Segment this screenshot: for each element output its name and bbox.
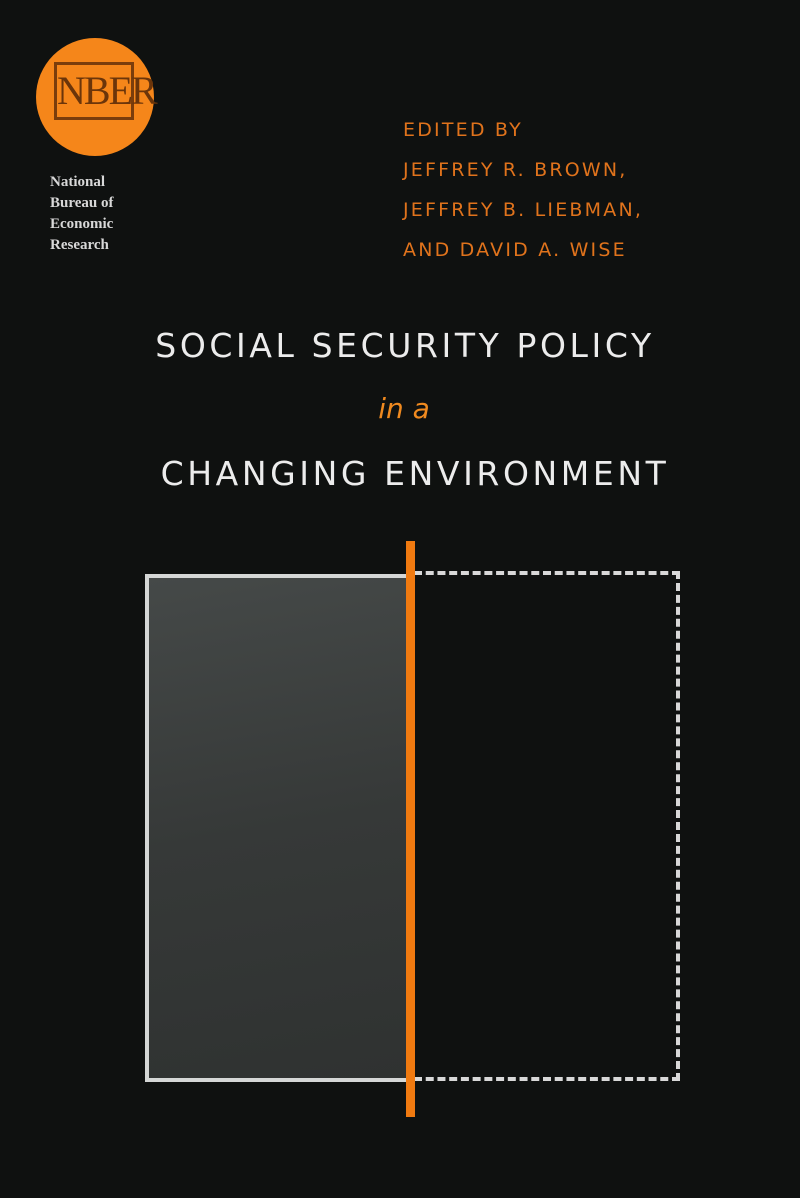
publisher-name: National Bureau of Economic Research bbox=[50, 172, 150, 256]
nber-logo: NBER bbox=[36, 38, 158, 156]
title-line-1: SOCIAL SECURITY POLICY bbox=[155, 326, 655, 365]
editors-block: EDITED BY JEFFREY R. BROWN, JEFFREY B. L… bbox=[403, 110, 643, 270]
editor-name: JEFFREY R. BROWN, bbox=[403, 159, 628, 181]
publisher-name-line: National bbox=[50, 174, 106, 190]
nber-logo-mark: NBER bbox=[54, 62, 158, 120]
cover-graphic-dashed-rectangle bbox=[414, 571, 680, 1081]
cover-graphic-solid-rectangle bbox=[145, 574, 412, 1082]
editor-name: AND DAVID A. WISE bbox=[403, 239, 627, 261]
publisher-name-line: Economic bbox=[50, 216, 114, 232]
edited-by-label: EDITED BY bbox=[403, 119, 523, 141]
publisher-name-line: Research bbox=[50, 237, 109, 253]
title-line-2: in a bbox=[378, 392, 430, 425]
editor-name: JEFFREY B. LIEBMAN, bbox=[403, 199, 644, 221]
title-line-3: CHANGING ENVIRONMENT bbox=[160, 454, 670, 493]
publisher-name-line: Bureau of bbox=[50, 195, 114, 211]
cover-graphic-orange-bar bbox=[406, 541, 415, 1117]
